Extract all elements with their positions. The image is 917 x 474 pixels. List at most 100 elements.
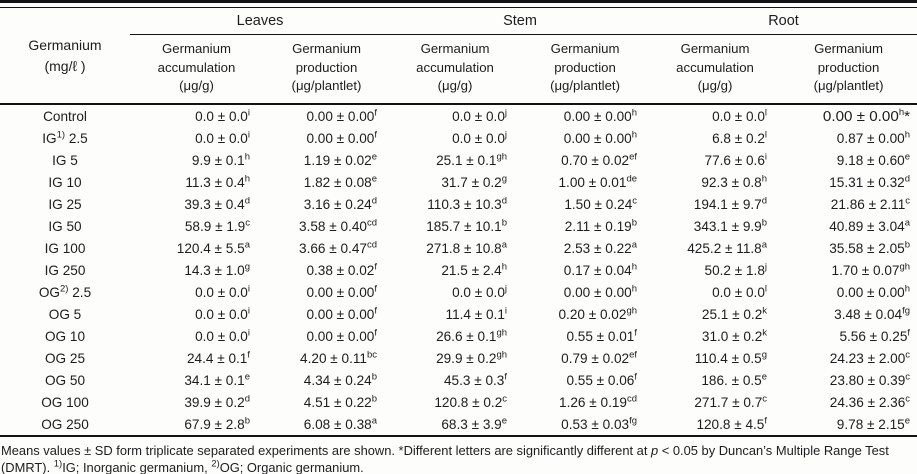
table-cell: 11.4 ± 0.1i [445, 305, 508, 322]
table-cell: 68.3 ± 3.9e [390, 413, 521, 438]
corner-header: Germanium (mg/ℓ ) [0, 8, 130, 106]
table-row: Control 0.0 ± 0.0i 0.00 ± 0.00f 0.0 ± 0.0j 0… [0, 104, 917, 127]
subheader-leaves-production: Germanium production (μg/plantlet) [263, 34, 391, 106]
table-cell: 58.9 ± 1.9c [184, 217, 250, 234]
table-cell: 40.89 ± 3.04a [829, 217, 911, 234]
table-cell: 3.16 ± 0.24d [303, 195, 378, 212]
table-cell: 110.4 ± 0.5g [694, 349, 768, 366]
table-cell: 21.5 ± 2.4h [441, 261, 508, 278]
row-label: OG2) 2.5 [38, 283, 92, 300]
table-cell: 1.00 ± 0.01de [558, 173, 638, 190]
table-row: OG 100 39.9 ± 0.2d 4.51 ± 0.22b 120.8 ± 0.2… [0, 391, 917, 413]
table-cell: 186. ± 0.5e [701, 371, 768, 388]
table-cell: 0.00 ± 0.00f [306, 107, 378, 124]
table-cell: 0.0 ± 0.0l [712, 283, 768, 300]
row-label: IG 250 [44, 262, 86, 278]
table-cell: 9.18 ± 0.60e [836, 151, 911, 168]
table-cell: 0.17 ± 0.04h [563, 261, 638, 278]
table-cell: 0.0 ± 0.0i [195, 283, 250, 300]
row-label: IG1) 2.5 [42, 129, 88, 146]
subheader-root-accumulation: Germanium accumulation (μg/g) [650, 34, 781, 106]
table-cell: 4.20 ± 0.11bc [300, 349, 378, 366]
row-label: OG 10 [44, 328, 86, 344]
row-label: IG 5 [52, 152, 78, 168]
row-label: OG 250 [0, 413, 130, 438]
table-cell: 21.86 ± 2.11c [830, 195, 911, 212]
subheader-root-production: Germanium production (μg/plantlet) [780, 34, 917, 106]
table-cell: 1.26 ± 0.19cd [559, 393, 638, 410]
footnote-p-italic: p [651, 443, 659, 459]
table-cell: 120.8 ± 4.5f [650, 413, 781, 438]
table-cell: 185.7 ± 10.1b [426, 217, 508, 234]
table-cell: 0.00 ± 0.00f [306, 283, 378, 300]
table-row: IG 10 11.3 ± 0.4h 1.82 ± 0.08e 31.7 ± 0.2g 1… [0, 171, 917, 193]
table-cell: 194.1 ± 9.7d [693, 195, 768, 212]
table-cell: 0.55 ± 0.01f [566, 327, 638, 344]
table-cell: 77.6 ± 0.6i [704, 151, 768, 168]
table-cell: 3.66 ± 0.47cd [299, 239, 378, 256]
row-label: IG 50 [48, 218, 82, 234]
corner-header-unit: (mg/ℓ ) [44, 57, 86, 74]
table-cell: 0.00 ± 0.00h [563, 129, 638, 146]
table-cell: 120.8 ± 0.2c [434, 393, 508, 410]
row-label: OG 50 [44, 372, 86, 388]
table-row: OG 50 34.1 ± 0.1e 4.34 ± 0.24b 45.3 ± 0.3f 0… [0, 369, 917, 391]
table-cell: 92.3 ± 0.8h [701, 173, 768, 190]
table-top-rule [0, 0, 917, 8]
table-cell: 0.0 ± 0.0j [452, 107, 508, 124]
table-cell: 0.0 ± 0.0j [452, 283, 508, 300]
footnote: Means values ± SD form triplicate separa… [0, 437, 917, 474]
table-row: IG 50 58.9 ± 1.9c 3.58 ± 0.40cd 185.7 ± 10.… [0, 215, 917, 237]
table-cell: 6.8 ± 0.2l [712, 129, 768, 146]
table-cell: 0.0 ± 0.0j [452, 129, 508, 146]
table-cell: 39.3 ± 0.4d [184, 195, 250, 212]
table-cell: 4.34 ± 0.24b [303, 371, 378, 388]
table-cell: 26.6 ± 0.1gh [436, 327, 508, 344]
corner-header-title: Germanium [28, 36, 102, 53]
table-cell: 4.51 ± 0.22b [303, 393, 378, 410]
table-cell: 3.58 ± 0.40cd [299, 217, 378, 234]
table-cell: 25.1 ± 0.2k [701, 305, 768, 322]
table-cell: 0.70 ± 0.02ef [561, 151, 638, 168]
table-cell: 2.11 ± 0.19b [564, 217, 638, 234]
footnote-marker-2: 2) [211, 458, 220, 470]
table-row: IG1) 2.5 0.0 ± 0.0i 0.00 ± 0.00f 0.0 ± 0.0j… [0, 127, 917, 149]
table-cell: 1.82 ± 0.08e [303, 173, 378, 190]
footnote-text: < 0.05 by Duncan’s Multiple Range Test (… [1, 443, 889, 474]
group-header-root: Root [650, 8, 917, 35]
footnote-marker-1: 1) [53, 458, 63, 470]
group-header-row: Germanium (mg/ℓ ) Leaves Stem Root [0, 8, 917, 106]
table-cell: 1.50 ± 0.24c [564, 195, 638, 212]
row-label: IG 100 [44, 240, 86, 256]
table-cell: 0.87 ± 0.00h [836, 129, 911, 146]
table-cell: 45.3 ± 0.3f [444, 371, 508, 388]
footnote-text: OG; Organic germanium. [219, 459, 364, 474]
table-cell: 5.56 ± 0.25f [839, 327, 911, 344]
table-cell: 0.00 ± 0.00f [306, 327, 378, 344]
table-cell: 0.0 ± 0.0l [712, 107, 768, 124]
table-cell: 1.70 ± 0.07gh [831, 261, 911, 278]
table-cell: 67.9 ± 2.8b [130, 413, 263, 438]
table-cell: 3.48 ± 0.04fg [834, 305, 911, 322]
table-cell: 343.1 ± 9.9b [693, 217, 768, 234]
table-cell: 14.3 ± 1.0g [184, 261, 250, 278]
footnote-text: IG; Inorganic germanium, [62, 459, 212, 474]
subheader-stem-production: Germanium production (μg/plantlet) [520, 34, 651, 106]
table-cell: 0.00 ± 0.00f [306, 129, 378, 146]
table-cell: 39.9 ± 0.2d [184, 393, 250, 410]
table-cell: 271.7 ± 0.7c [694, 393, 768, 410]
table-row: IG 5 9.9 ± 0.1h 1.19 ± 0.02e 25.1 ± 0.1gh 0.… [0, 149, 917, 171]
table-cell: 0.00 ± 0.00h* [822, 106, 911, 125]
table-cell: 425.2 ± 11.8a [687, 239, 768, 256]
table-row: OG 25 24.4 ± 0.1f 4.20 ± 0.11bc 29.9 ± 0.2g… [0, 347, 917, 369]
table-cell: 0.53 ± 0.03fg [520, 413, 651, 438]
table-cell: 271.8 ± 10.8a [426, 239, 508, 256]
row-label: Control [43, 108, 87, 124]
table-cell: 0.0 ± 0.0i [195, 327, 250, 344]
subheader-stem-accumulation: Germanium accumulation (μg/g) [390, 34, 521, 106]
table-row: IG 25 39.3 ± 0.4d 3.16 ± 0.24d 110.3 ± 10.3… [0, 193, 917, 215]
table-cell: 2.53 ± 0.22a [563, 239, 638, 256]
subheader-row: Germanium accumulation (μg/g) Germanium … [0, 34, 917, 106]
table-cell: 0.55 ± 0.06f [566, 371, 638, 388]
